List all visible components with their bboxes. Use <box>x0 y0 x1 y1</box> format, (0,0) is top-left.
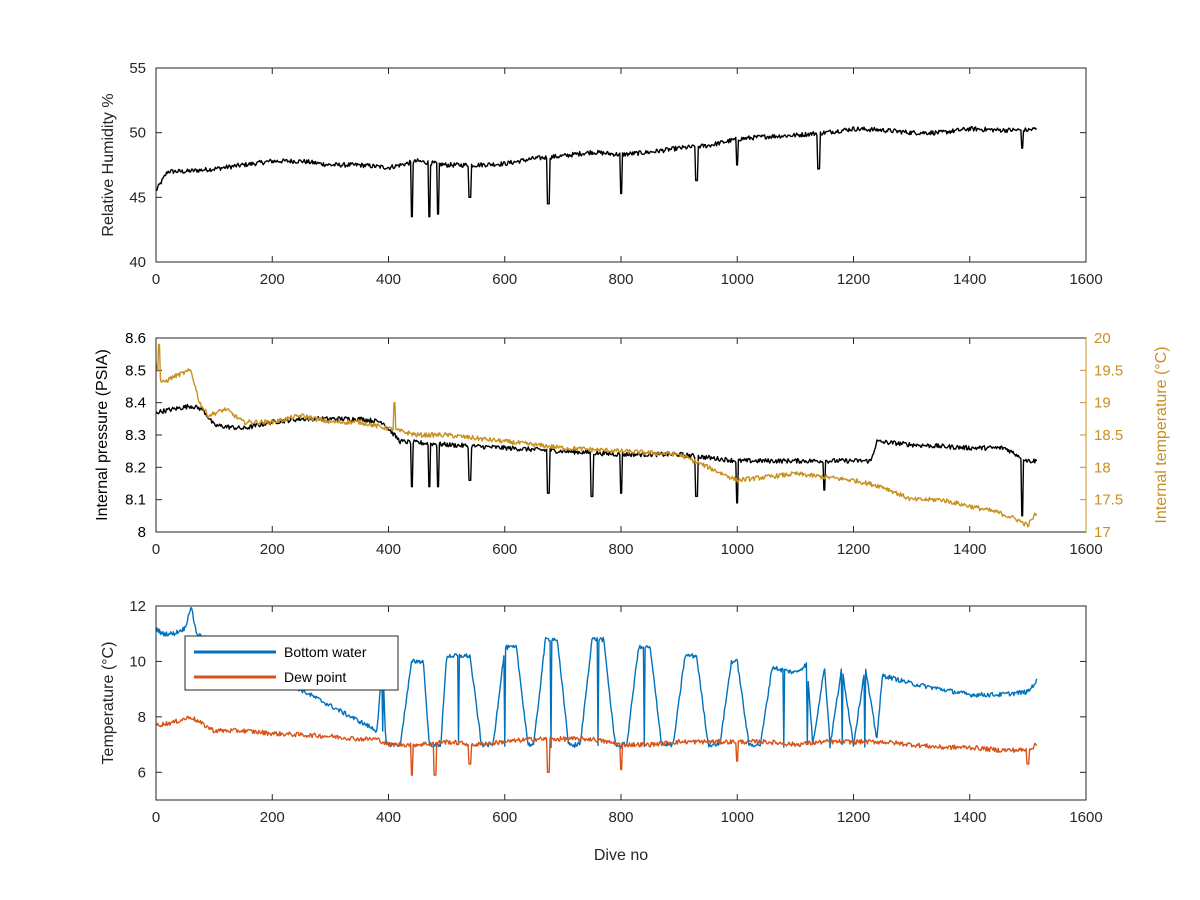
humidity-x-tick-label: 1200 <box>837 271 870 288</box>
humidity-x-tick-label: 1400 <box>953 271 986 288</box>
humidity-series-0-line <box>156 125 1038 218</box>
internal-temperature-y-axis-label: Internal temperature (°C) <box>1153 346 1170 523</box>
pressure-x-tick-label: 0 <box>152 541 160 558</box>
humidity-panel: Relative Humidity % 0 200 400 600 800 1000 120… <box>100 60 1103 288</box>
pressure-y-tick-label: 8.3 <box>125 427 146 444</box>
temperature-x-tick-label: 1000 <box>721 809 754 826</box>
temperature-y-tick-label: 12 <box>129 598 146 615</box>
temperature-x-tick-label: 1600 <box>1069 809 1102 826</box>
humidity-y-tick-label: 45 <box>129 189 146 206</box>
humidity-x-tick-label: 600 <box>492 271 517 288</box>
temperature-x-tick-label: 400 <box>376 809 401 826</box>
temperature-x-tick-label: 600 <box>492 809 517 826</box>
temperature-plot-area <box>155 605 1087 801</box>
legend-box <box>184 635 399 691</box>
pressure-y-tick-label: 8.2 <box>125 459 146 476</box>
pressure-y2-tick-label: 17.5 <box>1094 492 1123 509</box>
temperature-y-axis-label: Temperature (°C) <box>100 642 117 765</box>
humidity-x-tick-label: 0 <box>152 271 160 288</box>
pressure-x-tick-label: 200 <box>260 541 285 558</box>
temperature-frame <box>155 605 1087 801</box>
temperature-x-tick-label: 0 <box>152 809 160 826</box>
temperature-x-tick-label: 800 <box>608 809 633 826</box>
pressure-y-tick-label: 8.1 <box>125 492 146 509</box>
dew-point-line <box>156 715 1038 776</box>
pressure-y2-tick-label: 20 <box>1094 330 1111 347</box>
pressure-y-axis-label: Internal pressure (PSIA) <box>94 349 111 521</box>
pressure-plot-area <box>155 337 1087 533</box>
pressure-x-tick-label: 400 <box>376 541 401 558</box>
humidity-y-tick-label: 40 <box>129 254 146 271</box>
pressure-y2-tick-label: 18 <box>1094 459 1111 476</box>
x-axis-label: Dive no <box>594 847 648 864</box>
pressure-x-tick-label: 1000 <box>721 541 754 558</box>
pressure-y2-tick-label: 17 <box>1094 524 1111 541</box>
temperature-x-tick-label: 1200 <box>837 809 870 826</box>
legend-label-dew-point: Dew point <box>284 669 346 685</box>
humidity-x-tick-label: 400 <box>376 271 401 288</box>
pressure-series-1-line <box>156 343 1038 528</box>
legend: Bottom water Dew point <box>184 635 399 691</box>
pressure-y2-tick-label: 19.5 <box>1094 362 1123 379</box>
humidity-x-tick-label: 1600 <box>1069 271 1102 288</box>
legend-label-bottom-water: Bottom water <box>284 644 367 660</box>
pressure-y-tick-label: 8.6 <box>125 330 146 347</box>
humidity-plot-area <box>155 67 1087 263</box>
temperature-x-tick-label: 200 <box>260 809 285 826</box>
humidity-y-tick-label: 50 <box>129 125 146 142</box>
temperature-y-tick-label: 6 <box>138 764 146 781</box>
pressure-x-tick-label: 1600 <box>1069 541 1102 558</box>
pressure-x-tick-label: 600 <box>492 541 517 558</box>
humidity-y-axis-label: Relative Humidity % <box>100 93 117 236</box>
pressure-y2-tick-label: 18.5 <box>1094 427 1123 444</box>
pressure-x-tick-label: 1400 <box>953 541 986 558</box>
temperature-y-tick-label: 8 <box>138 709 146 726</box>
temperature-x-tick-label: 1400 <box>953 809 986 826</box>
pressure-y2-tick-label: 19 <box>1094 395 1111 412</box>
pressure-series-0-line <box>156 403 1038 517</box>
temperature-panel: Temperature (°C) Dive no 0 200 400 600 800 10… <box>100 598 1103 864</box>
temperature-y-tick-label: 10 <box>129 653 146 670</box>
humidity-y-tick-label: 55 <box>129 60 146 77</box>
pressure-y-tick-label: 8 <box>138 524 146 541</box>
pressure-x-tick-label: 800 <box>608 541 633 558</box>
bottom-water-line <box>156 606 1038 749</box>
humidity-x-tick-label: 1000 <box>721 271 754 288</box>
pressure-x-tick-label: 1200 <box>837 541 870 558</box>
humidity-frame <box>155 67 1087 263</box>
humidity-x-tick-label: 800 <box>608 271 633 288</box>
pressure-y-tick-label: 8.4 <box>125 395 146 412</box>
pressure-temperature-panel: Internal pressure (PSIA) Internal temper… <box>94 330 1170 558</box>
humidity-x-tick-label: 200 <box>260 271 285 288</box>
pressure-y-tick-label: 8.5 <box>125 362 146 379</box>
